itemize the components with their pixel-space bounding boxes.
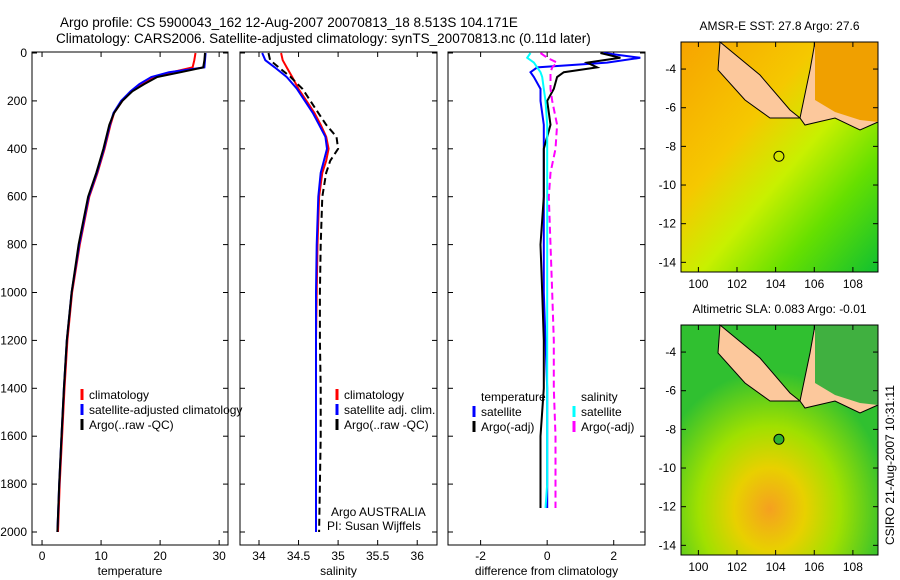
y-tick-label: -14 [659,255,677,269]
salinity-panel: 34 34.5 35 35.5 36 salinity climatologysatelli… [239,51,438,578]
legend-entry: Argo(..raw -QC) [344,418,429,432]
x-tick-label: 30 [212,549,226,563]
y-tick-label: -12 [659,217,677,231]
temperature-xlabel: temperature [98,564,163,578]
salinity-xlabel: salinity [320,564,357,578]
y-tick-label: 200 [7,94,27,108]
y-tick-label: 600 [7,190,27,204]
x-tick-label: 100 [688,277,708,291]
temperature-axes-frame [31,51,229,546]
x-tick-label: 34.5 [287,549,311,563]
y-tick-label: 1200 [0,333,27,347]
y-tick-label: 800 [7,238,27,252]
x-tick-label: 108 [843,277,863,291]
series-line-argo-raw-qc- [267,52,340,533]
series-line-argo-raw-qc- [56,52,206,533]
land-sumatra [717,323,802,402]
series-line-climatology [57,52,197,533]
x-tick-label: 20 [153,549,167,563]
y-tick-label: -8 [665,422,676,436]
series-line-salinity-satellite [525,52,549,509]
legend-entry: satellite [581,405,622,419]
y-tick-label: 1000 [0,286,27,300]
sst-field-java-sea [815,42,878,122]
y-tick-label: -10 [659,461,677,475]
x-tick-label: 35 [331,549,345,563]
x-tick-label: 0 [39,549,46,563]
sla-map-panel: Altimetric SLA: 0.083 Argo: -0.01 100 102 1… [659,302,879,574]
land-sumatra [717,40,802,119]
legend-entry: Argo(..raw -QC) [89,418,174,432]
y-tick-label: 1800 [0,477,27,491]
x-tick-label: 106 [804,277,824,291]
series-line-salinity-argo-adj- [539,52,559,508]
series-line-satellite-adjusted-climatology [56,52,207,533]
y-tick-label: 0 [20,46,27,60]
figure-title-line1: Argo profile: CS 5900043_162 12-Aug-2007… [60,15,518,30]
legend-header-salinity: salinity [581,390,618,404]
sla-field-java-sea [815,325,878,405]
y-tick-label: 1400 [0,381,27,395]
argo-position-marker [773,433,785,445]
y-tick-label: 1600 [0,429,27,443]
difference-xlabel: difference from climatology [475,564,618,578]
x-tick-label: 100 [688,560,708,574]
sst-map-frame [680,41,879,273]
y-tick-label: -6 [665,384,676,398]
series-line-temperature-argo-adj- [539,52,621,508]
x-tick-label: 10 [94,549,108,563]
x-tick-label: 104 [766,560,786,574]
salinity-axes-frame [239,51,438,546]
x-tick-label: 2 [610,549,617,563]
legend-entry: climatology [344,388,404,402]
sst-map-panel: AMSR-E SST: 27.8 Argo: 27.6 100 102 104 106 1… [659,19,879,291]
x-tick-label: 102 [727,277,747,291]
legend-entry: climatology [89,388,149,402]
legend-entry: satellite-adjusted climatology [89,403,242,417]
y-tick-label: -8 [665,139,676,153]
side-label: CSIRO 21-Aug-2007 10:31:11 [883,385,897,545]
x-tick-label: 34 [252,549,266,563]
temperature-panel: 0 10 20 30 0 200 400 600 800 1000 1200 1400 1600 1800… [0,46,242,578]
x-tick-label: 35.5 [366,549,390,563]
x-tick-label: 106 [804,560,824,574]
legend-entry: satellite adj. clim. [344,403,435,417]
x-tick-label: 108 [843,560,863,574]
x-tick-label: 102 [727,560,747,574]
y-tick-label: 400 [7,142,27,156]
y-tick-label: -4 [665,62,676,76]
legend-entry: satellite [481,405,522,419]
legend-entry: Argo(-adj) [481,420,534,434]
credit-line1: Argo AUSTRALIA [331,505,426,519]
sla-map-frame [680,324,879,556]
legend-entry: Argo(-adj) [581,420,634,434]
x-tick-label: -2 [475,549,486,563]
y-tick-label: -10 [659,178,677,192]
y-tick-label: 2000 [0,525,27,539]
sst_map-title: AMSR-E SST: 27.8 Argo: 27.6 [699,19,859,33]
sla_map-title: Altimetric SLA: 0.083 Argo: -0.01 [692,302,866,316]
series-line-climatology [280,52,330,532]
legend-header-temperature: temperature [481,390,546,404]
x-tick-label: 0 [544,549,551,563]
series-line-satellite-adj-clim- [261,52,329,532]
y-tick-label: -12 [659,500,677,514]
y-tick-label: -14 [659,538,677,552]
credit-line2: PI: Susan Wijffels [327,519,421,533]
difference-axes-frame [447,51,646,546]
y-tick-label: -4 [665,345,676,359]
y-tick-label: -6 [665,101,676,115]
figure-title-line2: Climatology: CARS2006. Satellite-adjuste… [56,31,591,46]
argo-position-marker [773,150,785,162]
x-tick-label: 36 [411,549,425,563]
x-tick-label: 104 [766,277,786,291]
